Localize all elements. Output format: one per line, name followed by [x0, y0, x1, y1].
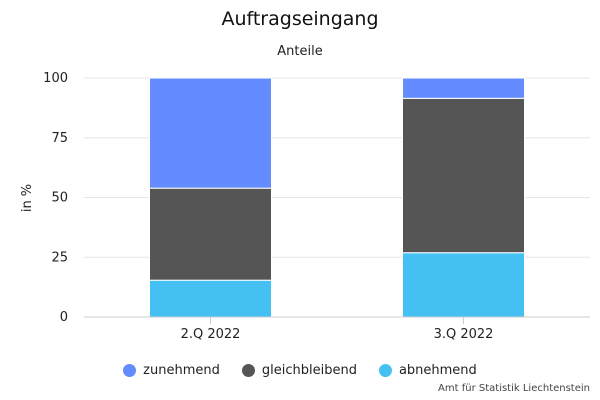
chart-title: Auftragseingang	[221, 8, 379, 30]
y-tick-label: 0	[60, 310, 68, 325]
x-tick-label: 3.Q 2022	[434, 327, 494, 342]
bar-segment-gleichbleibend-0	[149, 187, 272, 281]
y-tick-label: 75	[51, 131, 68, 146]
bar-segment-gleichbleibend-1	[402, 97, 525, 254]
legend-dot-icon	[123, 364, 137, 377]
bar-segment-zunehmend-0	[149, 77, 272, 189]
bar-segment-zunehmend-1	[402, 77, 525, 99]
legend-item-gleichbleibend[interactable]: gleichbleibend	[241, 363, 357, 378]
y-tick-label: 50	[51, 191, 68, 206]
legend-label: gleichbleibend	[261, 363, 357, 378]
legend-dot-icon	[241, 364, 255, 377]
axes: 0 25 50 75 100 2.Q 2022 3.Q 2022	[43, 71, 590, 342]
legend-item-zunehmend[interactable]: zunehmend	[123, 363, 220, 378]
y-tick-label: 100	[43, 71, 68, 86]
y-tick-label: 25	[51, 250, 68, 265]
legend-label: zunehmend	[143, 363, 220, 378]
legend-item-abnehmend[interactable]: abnehmend	[378, 363, 477, 378]
y-axis-label: in %	[20, 184, 35, 212]
source-credit: Amt für Statistik Liechtenstein	[438, 383, 590, 394]
bar-segment-abnehmend-1	[402, 252, 525, 318]
chart-subtitle: Anteile	[277, 44, 323, 59]
x-tick-label: 2.Q 2022	[181, 327, 241, 342]
legend: zunehmend gleichbleibend abnehmend	[0, 363, 600, 378]
legend-label: abnehmend	[398, 363, 477, 378]
bars	[149, 77, 525, 318]
legend-dot-icon	[378, 364, 392, 377]
bar-segment-abnehmend-0	[149, 279, 272, 318]
